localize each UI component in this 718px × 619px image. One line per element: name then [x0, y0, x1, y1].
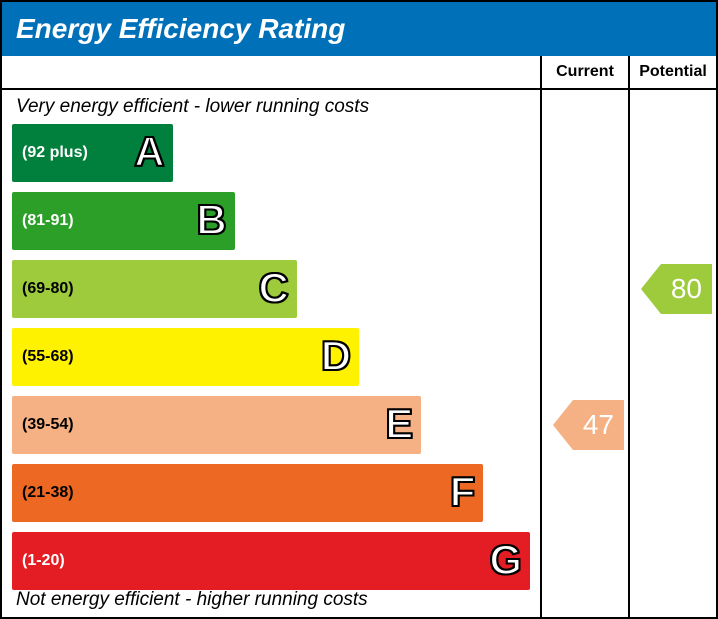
- divider-potential: [628, 56, 630, 619]
- band-range-b: (81-91): [12, 212, 74, 230]
- column-header-current: Current: [540, 56, 628, 90]
- caption-inefficient: Not energy efficient - higher running co…: [16, 589, 368, 611]
- band-letter-a: A: [134, 128, 164, 176]
- band-a: (92 plus) A: [12, 124, 173, 182]
- column-header-potential: Potential: [628, 56, 716, 90]
- band-range-d: (55-68): [12, 348, 74, 366]
- band-e: (39-54) E: [12, 396, 421, 454]
- divider-current: [540, 56, 542, 619]
- header-spacer: [2, 56, 540, 90]
- marker-potential-arrow: [641, 264, 661, 314]
- band-range-g: (1-20): [12, 552, 65, 570]
- caption-efficient: Very energy efficient - lower running co…: [16, 96, 369, 118]
- band-letter-c: C: [259, 264, 289, 312]
- marker-current-arrow: [553, 400, 573, 450]
- band-letter-e: E: [385, 400, 413, 448]
- band-letter-b: B: [196, 196, 226, 244]
- band-range-f: (21-38): [12, 484, 74, 502]
- marker-potential-value: 80: [661, 264, 712, 314]
- band-b: (81-91) B: [12, 192, 235, 250]
- band-letter-d: D: [321, 332, 351, 380]
- chart-title: Energy Efficiency Rating: [16, 13, 345, 45]
- chart-body: Current Potential Very energy efficient …: [2, 56, 716, 619]
- epc-chart: Energy Efficiency Rating Current Potenti…: [0, 0, 718, 619]
- band-range-a: (92 plus): [12, 144, 88, 162]
- band-d: (55-68) D: [12, 328, 359, 386]
- band-c: (69-80) C: [12, 260, 297, 318]
- band-f: (21-38) F: [12, 464, 483, 522]
- band-letter-g: G: [489, 536, 522, 584]
- marker-current: 47: [553, 400, 624, 450]
- title-bar: Energy Efficiency Rating: [2, 2, 716, 56]
- marker-current-value: 47: [573, 400, 624, 450]
- band-letter-f: F: [450, 468, 476, 516]
- band-g: (1-20) G: [12, 532, 530, 590]
- rating-bands: (92 plus) A (81-91) B (69-80) C (55-68) D (39-54…: [12, 124, 530, 600]
- band-range-c: (69-80): [12, 280, 74, 298]
- band-range-e: (39-54): [12, 416, 74, 434]
- marker-potential: 80: [641, 264, 712, 314]
